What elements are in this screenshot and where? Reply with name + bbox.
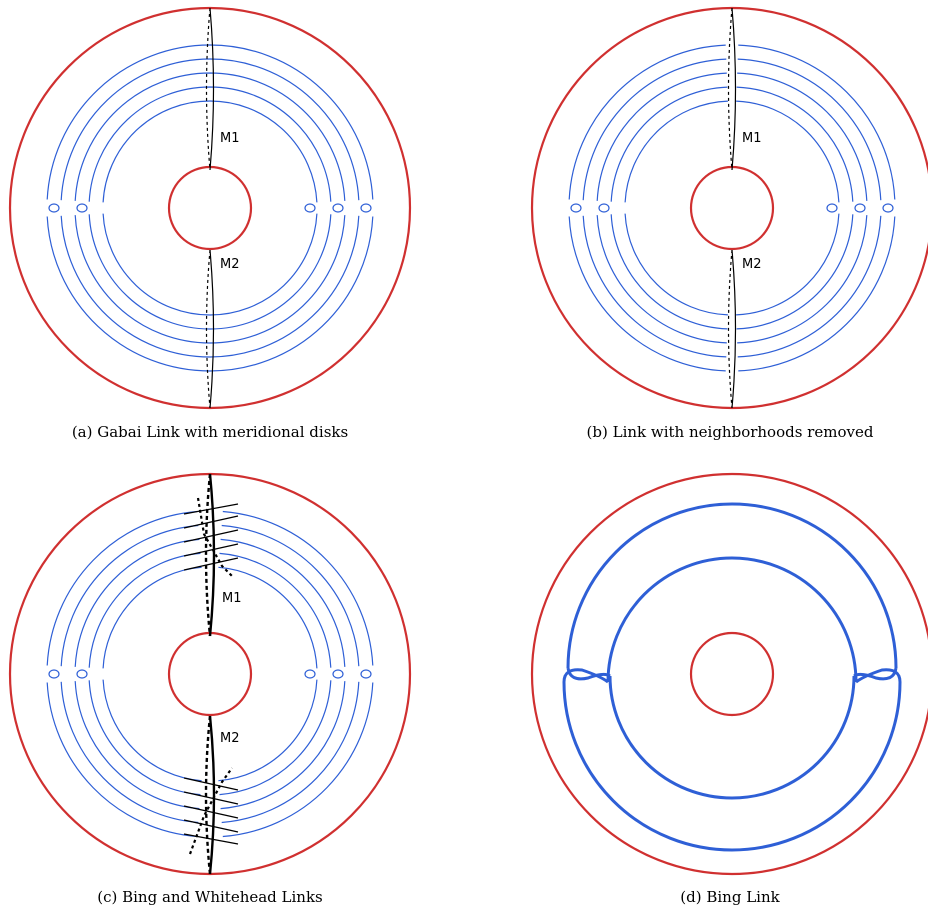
clasp-left-1	[570, 203, 582, 213]
blue-ring-1	[46, 44, 374, 372]
clasp-right-3	[360, 669, 372, 679]
inner-boundary-circle	[689, 165, 775, 251]
clasps	[570, 203, 894, 213]
clasp-left-1	[48, 669, 60, 679]
clasp-left-2	[598, 203, 610, 213]
meridional-disk-m2	[205, 249, 215, 409]
bing-inner-component	[606, 556, 858, 683]
clasp-left-2	[76, 669, 88, 679]
clasps	[48, 203, 372, 213]
disk-m2-back	[205, 249, 211, 409]
bing-inner-component-lower	[608, 675, 856, 800]
meridional-disk-m1	[204, 473, 216, 637]
label-m2: M2	[220, 731, 240, 746]
blue-ring-5	[102, 100, 318, 316]
outer-boundary-circle	[8, 472, 412, 876]
blue-ring-5	[102, 566, 318, 782]
clasp-left-2	[76, 203, 88, 213]
blue-ring-4	[88, 552, 332, 796]
inner-boundary-circle	[167, 165, 253, 251]
blue-rings	[46, 44, 374, 372]
blue-ring-3	[74, 538, 346, 810]
label-m2: M2	[742, 257, 762, 272]
bing-outer-component	[566, 502, 898, 669]
blue-rings	[46, 510, 374, 838]
blue-ring-3	[596, 72, 868, 344]
clasp-right-2	[332, 669, 344, 679]
outer-boundary-circle	[530, 6, 928, 410]
clasps	[48, 669, 372, 679]
meridional-disk-m1	[205, 7, 215, 171]
disk-m2-front	[208, 715, 216, 875]
disk-m1-front	[209, 7, 215, 171]
disk-m2-front	[731, 249, 737, 409]
blue-rings	[568, 44, 896, 372]
blue-ring-1	[46, 510, 374, 838]
clasp-right-2	[332, 203, 344, 213]
disk-m1-back	[205, 7, 211, 171]
disk-m1-front	[208, 473, 216, 637]
clasp-right-3	[360, 203, 372, 213]
disk-m2-back	[204, 715, 212, 875]
clasp-right-2	[854, 203, 866, 213]
label-m1: M1	[222, 591, 242, 606]
caption-b: (b) Link with neighborhoods removed	[586, 423, 874, 441]
label-m1: M1	[742, 131, 762, 146]
inner-boundary-circle	[167, 631, 253, 717]
panel-c-bing-whitehead: M1 M2	[8, 472, 412, 876]
outer-boundary-circle	[530, 472, 928, 876]
meridional-disk-m2	[727, 249, 737, 409]
panel-a-gabai-link: M1 M2	[8, 6, 412, 410]
panel-b-neighborhoods-removed: M1 M2	[530, 6, 928, 410]
disk-m1-back	[727, 7, 733, 171]
label-m2: M2	[220, 257, 240, 272]
blue-ring-2	[60, 58, 360, 358]
clasp-right-1	[826, 203, 838, 213]
bing-link-components	[562, 502, 902, 852]
disk-m2-front	[209, 249, 215, 409]
blue-ring-2	[582, 58, 882, 358]
blue-ring-2	[60, 524, 360, 824]
bing-clasp-left	[562, 667, 611, 684]
clasp-right-1	[304, 203, 316, 213]
disk-m2-back	[727, 249, 733, 409]
bing-outer-component-lower	[562, 681, 902, 852]
blue-ring-3	[74, 72, 346, 344]
caption-c: (c) Bing and Whitehead Links	[97, 888, 323, 906]
caption-a: (a) Gabai Link with meridional disks	[71, 423, 349, 441]
blue-ring-4	[88, 86, 332, 330]
clasp-right-1	[304, 669, 316, 679]
disk-m1-back	[204, 473, 212, 637]
caption-d: (d) Bing Link	[680, 888, 780, 906]
inner-boundary-circle	[689, 631, 775, 717]
disk-m1-front	[731, 7, 737, 171]
clasp-right-3	[882, 203, 894, 213]
blue-ring-5	[624, 100, 840, 316]
clasp-left-1	[48, 203, 60, 213]
meridional-disk-m2	[204, 715, 216, 875]
bing-clasp-right	[853, 667, 902, 684]
outer-boundary-circle	[8, 6, 412, 410]
meridional-disk-m1	[727, 7, 737, 171]
blue-ring-4	[610, 86, 854, 330]
crossing-strands	[183, 497, 239, 855]
panel-d-bing-link	[530, 472, 928, 876]
label-m1: M1	[220, 131, 240, 146]
blue-ring-1	[568, 44, 896, 372]
